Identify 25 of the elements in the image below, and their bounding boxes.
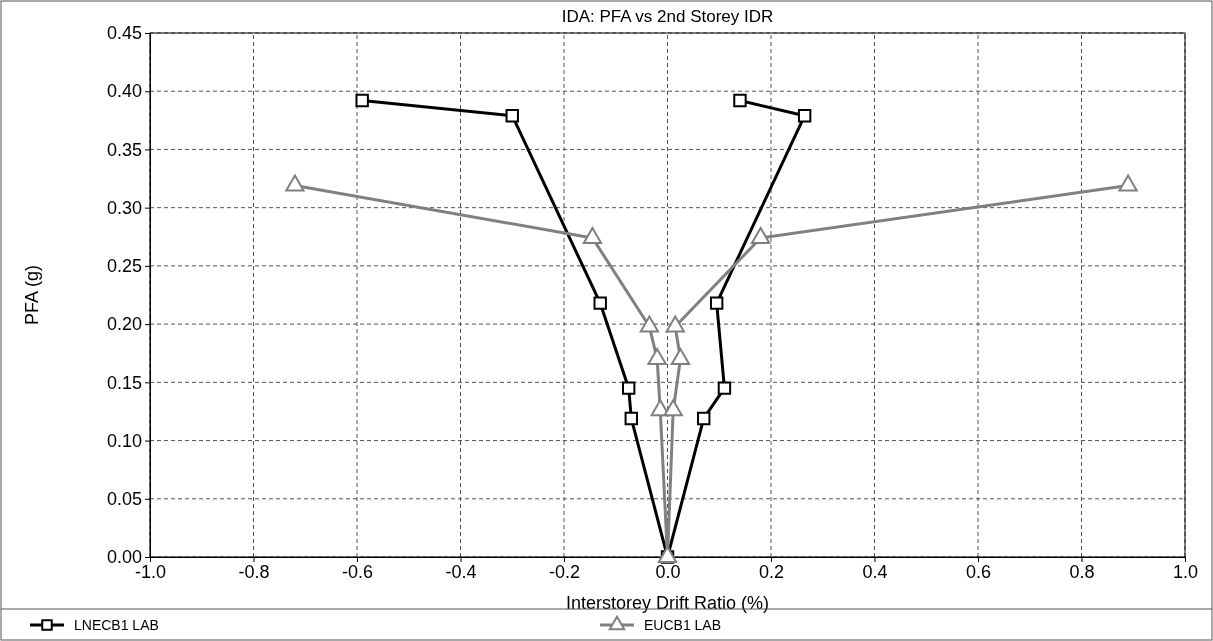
y-tick-label: 0.20 — [106, 314, 142, 335]
x-tick-label: -0.4 — [445, 561, 477, 582]
x-tick-label: -0.2 — [548, 561, 581, 582]
y-tick-label: 0.15 — [106, 372, 142, 393]
x-tick-label: -0.8 — [238, 561, 270, 582]
x-tick-label: 0.4 — [862, 561, 888, 582]
y-tick-label: 0.25 — [106, 256, 142, 277]
y-tick-label: 0.45 — [106, 23, 142, 44]
x-tick-label: 0.8 — [1069, 561, 1095, 582]
legend-label: LNECB1 LAB — [74, 617, 159, 633]
x-tick-label: 0.0 — [655, 561, 681, 582]
y-tick-label: 0.00 — [106, 547, 142, 568]
chart-title: IDA: PFA vs 2nd Storey IDR — [561, 7, 774, 26]
y-tick-label: 0.10 — [106, 430, 142, 451]
y-tick-label: 0.35 — [106, 139, 142, 160]
x-tick-label: 0.2 — [758, 561, 785, 582]
y-tick-label: 0.30 — [106, 197, 142, 218]
y-tick-label: 0.05 — [106, 489, 142, 510]
y-axis-title: PFA (g) — [22, 264, 42, 326]
x-tick-label: -0.6 — [341, 561, 374, 582]
x-axis-title: Interstorey Drift Ratio (%) — [565, 593, 770, 613]
x-tick-label: 1.0 — [1172, 561, 1199, 582]
x-tick-label: 0.6 — [965, 561, 992, 582]
legend-label: EUCB1 LAB — [644, 617, 722, 633]
y-tick-label: 0.40 — [106, 81, 142, 102]
